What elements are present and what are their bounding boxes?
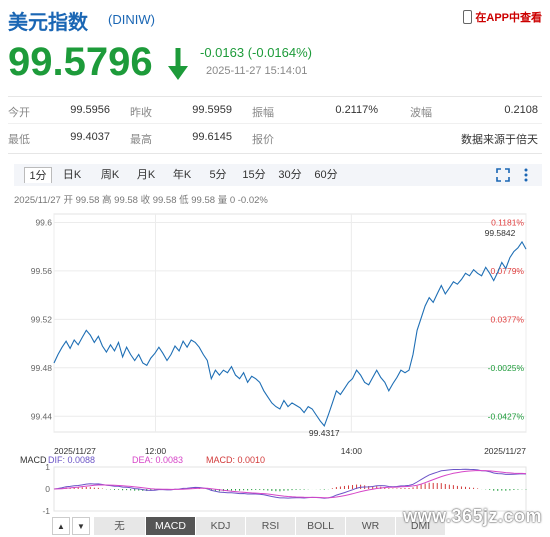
high-value: 99.6145 bbox=[192, 131, 232, 143]
data-source: 数据来源于倍天 bbox=[461, 134, 538, 146]
plot-frame bbox=[53, 213, 527, 433]
quote-table: 今开 99.5956 昨收 99.5959 振幅 0.2117% 波幅 0.21… bbox=[8, 96, 542, 154]
open-in-app-label: 在APP中查看 bbox=[475, 12, 542, 24]
tab-monthly[interactable]: 月K bbox=[136, 169, 156, 181]
price-series-line bbox=[53, 240, 527, 427]
open-value: 99.5956 bbox=[70, 104, 110, 116]
tab-1min[interactable]: 1分 bbox=[24, 167, 52, 183]
tab-dmi[interactable]: DMI bbox=[396, 517, 446, 535]
x-tick-label: 12:00 bbox=[145, 446, 167, 456]
fullscreen-icon[interactable] bbox=[496, 168, 510, 182]
tab-kdj[interactable]: KDJ bbox=[196, 517, 246, 535]
tab-weekly[interactable]: 周K bbox=[100, 169, 120, 181]
down-arrow-icon bbox=[168, 48, 188, 80]
prev-close-label: 昨收 bbox=[130, 107, 152, 119]
y-tick-label: 99.52 bbox=[31, 314, 53, 324]
site-watermark: www.365jz.com bbox=[403, 506, 542, 526]
page-title: 美元指数 bbox=[8, 12, 88, 34]
open-label: 今开 bbox=[8, 107, 30, 119]
macd-frame bbox=[53, 466, 527, 512]
intraday-line-chart[interactable]: 99.6 0.1181% 99.56 0.0779% 99.52 0.0377% 99.48… bbox=[14, 208, 542, 458]
scroll-up-button[interactable]: ▲ bbox=[52, 517, 70, 535]
quote-timestamp: 2025-11-27 15:14:01 bbox=[206, 65, 308, 77]
tab-60min[interactable]: 60分 bbox=[314, 169, 338, 181]
chart-period-tabs: 1分 日K 周K 月K 年K 5分 15分 30分 60分 bbox=[14, 164, 542, 186]
x-tick-label: 14:00 bbox=[341, 446, 363, 456]
range-label: 波幅 bbox=[410, 107, 432, 119]
macd-y-tick: 1 bbox=[45, 462, 50, 472]
high-label: 最高 bbox=[130, 134, 152, 146]
x-tick-label: 2025/11/27 bbox=[484, 446, 526, 456]
tab-rsi[interactable]: RSI bbox=[246, 517, 296, 535]
range-value: 0.2108 bbox=[504, 104, 538, 116]
max-price-label: 99.5842 bbox=[485, 228, 516, 238]
macd-indicator-chart: MACD DIF: 0.0088 DEA: 0.0083 MACD: 0.001… bbox=[20, 455, 527, 516]
macd-dif: DIF: 0.0088 bbox=[48, 455, 95, 465]
macd-y-tick: 0 bbox=[45, 484, 50, 494]
indicator-tab-bar: ▲ ▼ 无 MACD KDJ RSI BOLL WR DMI bbox=[14, 516, 542, 536]
y-tick-label: 99.56 bbox=[31, 266, 53, 276]
symbol-code: (DINIW) bbox=[108, 12, 155, 27]
tab-macd[interactable]: MACD bbox=[146, 517, 196, 535]
tab-15min[interactable]: 15分 bbox=[242, 169, 266, 181]
quote-label: 报价 bbox=[252, 134, 274, 146]
tab-5min[interactable]: 5分 bbox=[209, 169, 227, 181]
macd-y-tick: -1 bbox=[42, 506, 50, 516]
chart-hover-info: 2025/11/27 开 99.58 高 99.58 收 99.58 低 99.… bbox=[14, 195, 268, 206]
tab-daily[interactable]: 日K bbox=[62, 169, 82, 181]
y-right-tick-label: -0.0427% bbox=[488, 411, 525, 421]
macd-value: MACD: 0.0010 bbox=[206, 455, 265, 465]
y-right-tick-label: 0.0377% bbox=[490, 314, 524, 324]
macd-dea: DEA: 0.0083 bbox=[132, 455, 183, 465]
tab-yearly[interactable]: 年K bbox=[172, 169, 192, 181]
open-in-app-link[interactable]: 在APP中查看 bbox=[463, 9, 542, 25]
macd-title: MACD bbox=[20, 455, 47, 465]
header: 美元指数 (DINIW) 在APP中查看 bbox=[8, 6, 542, 34]
current-price: 99.5796 bbox=[8, 40, 153, 84]
amplitude-value: 0.2117% bbox=[335, 104, 378, 116]
tab-none[interactable]: 无 bbox=[94, 517, 146, 535]
y-tick-label: 99.44 bbox=[31, 411, 53, 421]
tab-boll[interactable]: BOLL bbox=[296, 517, 346, 535]
tab-wr[interactable]: WR bbox=[346, 517, 396, 535]
prev-close-value: 99.5959 bbox=[192, 104, 232, 116]
min-price-label: 99.4317 bbox=[309, 428, 340, 438]
x-tick-label: 2025/11/27 bbox=[54, 446, 96, 456]
price-row: 99.5796 -0.0163 (-0.0164%) 2025-11-27 15… bbox=[8, 40, 542, 84]
macd-dif-line bbox=[53, 468, 527, 499]
y-right-tick-label: 0.0779% bbox=[490, 266, 524, 276]
macd-dea-line bbox=[53, 469, 527, 499]
low-label: 最低 bbox=[8, 134, 30, 146]
scroll-down-button[interactable]: ▼ bbox=[72, 517, 90, 535]
price-change: -0.0163 (-0.0164%) bbox=[200, 45, 313, 60]
tab-30min[interactable]: 30分 bbox=[278, 169, 302, 181]
amplitude-label: 振幅 bbox=[252, 107, 274, 119]
y-tick-label: 99.6 bbox=[35, 217, 52, 227]
more-options-icon[interactable] bbox=[522, 168, 530, 182]
low-value: 99.4037 bbox=[70, 131, 110, 143]
y-right-tick-label: -0.0025% bbox=[488, 363, 525, 373]
row-divider bbox=[8, 123, 542, 124]
y-tick-label: 99.48 bbox=[31, 363, 53, 373]
phone-icon bbox=[463, 10, 473, 24]
y-right-tick-label: 0.1181% bbox=[491, 217, 524, 227]
